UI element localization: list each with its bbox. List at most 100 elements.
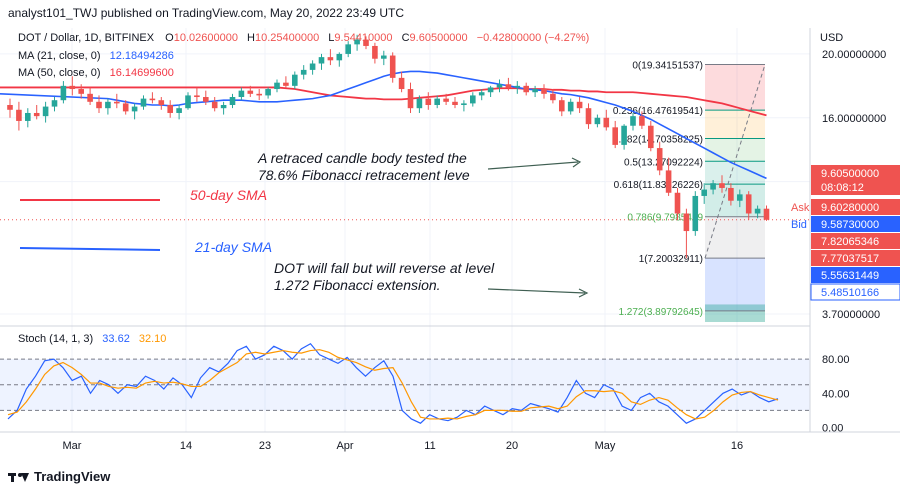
- candle-body: [674, 192, 681, 214]
- ma21-line: [0, 70, 767, 180]
- tradingview-logo[interactable]: TradingView: [8, 469, 110, 484]
- candle-body: [87, 93, 93, 102]
- fibonacci-layer: 0(19.34151537) 0.236(16.47619541) 0.382(14…: [613, 60, 766, 322]
- price-axis[interactable]: 20.0000000016.0000000012.000000003.70000…: [791, 49, 900, 321]
- candle-body: [434, 98, 440, 105]
- candle-body: [114, 101, 120, 104]
- low-value: 9.54410000: [334, 32, 393, 44]
- candle-body: [105, 101, 111, 109]
- candle-body: [656, 148, 663, 171]
- candle-body: [470, 95, 476, 104]
- ma50-value: 16.14699600: [109, 67, 174, 79]
- candle-body: [211, 101, 218, 109]
- candle-body: [639, 116, 645, 126]
- price-tag-bg: [811, 199, 900, 215]
- candle-body: [407, 89, 414, 109]
- stoch-k-line: [7, 342, 779, 424]
- candle-body: [648, 125, 654, 149]
- currency-label: USD: [820, 32, 844, 44]
- candle-body: [737, 194, 743, 201]
- candle-body: [710, 183, 716, 190]
- candle-body: [7, 104, 13, 110]
- candle-body: [16, 109, 22, 121]
- main-panel-bg: [0, 28, 810, 325]
- candle-body: [203, 97, 209, 102]
- candle-body: [158, 100, 165, 105]
- time-tick-label: 20: [506, 440, 518, 452]
- stoch-d-value: 32.10: [138, 333, 167, 345]
- candle-body: [149, 98, 156, 101]
- retrace-annotation-line1: A retraced candle body tested the: [257, 150, 467, 166]
- fib-level-label: 1.272(3.89792645): [618, 307, 703, 318]
- candle-body: [541, 89, 547, 94]
- fib-level-label: 0.786(9.7985429: [627, 213, 703, 224]
- candle-body: [505, 84, 512, 88]
- candle-body: [416, 98, 423, 109]
- candle-body: [532, 89, 538, 93]
- candle-body: [621, 125, 627, 145]
- fib-band: [705, 216, 765, 259]
- sma21-legend-line: [19, 247, 161, 251]
- retrace-annotation-line2: 78.6% Fibonacci retracement leve: [258, 167, 470, 183]
- candle-body: [567, 101, 574, 112]
- fib-band: [705, 258, 765, 311]
- candle-body: [381, 55, 387, 59]
- price-tag-value: 7.82065346: [821, 236, 879, 248]
- ma21-label: MA (21, close, 0): [18, 50, 101, 62]
- fib-band: [705, 138, 765, 162]
- low-label: L: [328, 32, 335, 44]
- stoch-axis[interactable]: 80.00 40.00 0.00: [822, 354, 850, 434]
- price-tick-label: 20.00000000: [822, 49, 886, 61]
- candle-body: [238, 90, 245, 98]
- candle-body: [51, 100, 58, 107]
- candle-body: [398, 77, 405, 90]
- candle-body: [576, 101, 583, 109]
- candle-body: [354, 39, 360, 45]
- fall-annotation-line2: 1.272 Fibonacci extension.: [274, 277, 441, 293]
- candle-body: [256, 93, 262, 96]
- close-value: 9.60500000: [409, 32, 468, 44]
- candle-body: [594, 117, 601, 125]
- price-tag-bg: [811, 267, 900, 283]
- ma21-value: 12.18494286: [109, 50, 174, 62]
- price-tag-label: Ask: [791, 202, 810, 214]
- candle-body: [719, 183, 725, 188]
- candle-body: [78, 89, 84, 94]
- candle-body: [194, 95, 200, 98]
- candle-body: [292, 74, 298, 86]
- candle-body: [559, 100, 565, 112]
- candle-body: [550, 93, 556, 101]
- close-label: C: [401, 32, 410, 44]
- stoch-tick-label: 80.00: [822, 354, 850, 366]
- candle-body: [372, 45, 378, 59]
- candle-body: [514, 85, 521, 88]
- fall-arrow-line: [487, 288, 586, 294]
- ma50-legend: MA (50, close, 0) 16.14699600: [18, 67, 174, 79]
- tradingview-logo-icon: [8, 471, 30, 483]
- time-tick-label: 23: [259, 440, 271, 452]
- candle-body: [176, 108, 182, 113]
- candle-body: [60, 85, 67, 101]
- candle-body: [274, 82, 280, 90]
- main-grid: [0, 28, 810, 432]
- price-tag-countdown: 08:08:12: [821, 182, 864, 194]
- fall-annotation-line1: DOT will fall but will reverse at level: [274, 260, 495, 276]
- symbol-legend: DOT / Dollar, 1D, BITFINEX O10.02600000 …: [18, 32, 589, 44]
- stochastic-panel: [0, 342, 810, 424]
- candle-body: [612, 127, 618, 145]
- candle-body: [167, 104, 173, 113]
- time-axis[interactable]: Mar 14 23 Apr 11 20 May 16: [63, 440, 744, 452]
- fib-trend-line: [704, 64, 766, 259]
- fib-extension-zone: [705, 304, 765, 322]
- candle-body: [363, 39, 369, 46]
- fib-band: [705, 161, 765, 185]
- stoch-tick-label: 40.00: [822, 388, 850, 400]
- candle-body: [461, 103, 467, 105]
- stoch-legend: Stoch (14, 1, 3) 33.62 32.10: [18, 333, 166, 345]
- price-tag-label: Bid: [791, 219, 807, 231]
- stoch-k-value: 33.62: [102, 333, 130, 345]
- stoch-tick-label: 0.00: [822, 423, 843, 435]
- candle-body: [478, 92, 485, 96]
- fib-level-label: 0.618(11.83826226): [614, 180, 703, 191]
